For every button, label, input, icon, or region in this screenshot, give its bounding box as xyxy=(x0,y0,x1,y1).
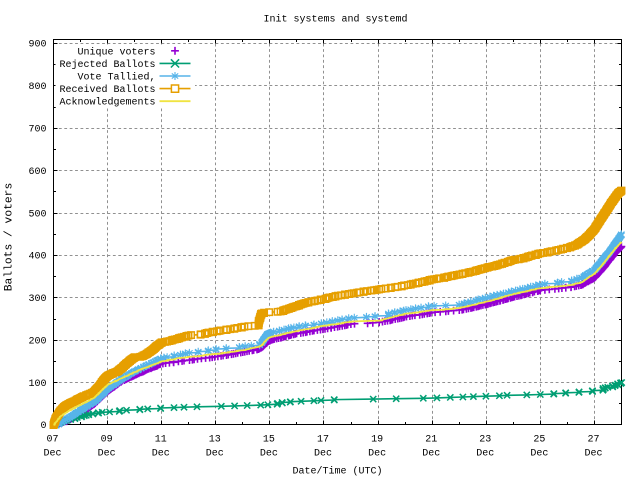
svg-text:Dec: Dec xyxy=(530,449,548,460)
svg-text:15: 15 xyxy=(263,435,275,446)
svg-text:25: 25 xyxy=(533,435,545,446)
svg-text:300: 300 xyxy=(28,294,46,305)
svg-text:900: 900 xyxy=(28,40,46,51)
svg-text:17: 17 xyxy=(317,435,329,446)
svg-text:Dec: Dec xyxy=(584,449,602,460)
svg-text:13: 13 xyxy=(209,435,221,446)
svg-text:Dec: Dec xyxy=(422,449,440,460)
svg-text:Init systems and systemd: Init systems and systemd xyxy=(263,14,407,26)
svg-text:Dec: Dec xyxy=(98,449,116,460)
svg-text:Dec: Dec xyxy=(368,449,386,460)
svg-text:11: 11 xyxy=(155,435,167,446)
svg-text:Received Ballots: Received Ballots xyxy=(59,84,155,96)
svg-text:21: 21 xyxy=(425,435,437,446)
svg-text:Dec: Dec xyxy=(206,449,224,460)
svg-text:Rejected Ballots: Rejected Ballots xyxy=(59,59,155,71)
svg-text:700: 700 xyxy=(28,125,46,136)
svg-text:Acknowledgements: Acknowledgements xyxy=(59,97,155,109)
svg-text:Ballots / voters: Ballots / voters xyxy=(4,183,16,291)
svg-text:600: 600 xyxy=(28,167,46,178)
svg-text:Dec: Dec xyxy=(43,449,61,460)
svg-text:200: 200 xyxy=(28,336,46,347)
svg-text:Dec: Dec xyxy=(314,449,332,460)
svg-text:800: 800 xyxy=(28,82,46,93)
svg-text:Dec: Dec xyxy=(476,449,494,460)
svg-text:Vote Tallied,: Vote Tallied, xyxy=(77,72,155,84)
svg-text:27: 27 xyxy=(587,435,599,446)
svg-text:500: 500 xyxy=(28,209,46,220)
svg-text:23: 23 xyxy=(479,435,491,446)
svg-text:09: 09 xyxy=(101,435,113,446)
svg-text:0: 0 xyxy=(40,421,46,432)
svg-text:07: 07 xyxy=(46,435,58,446)
svg-text:400: 400 xyxy=(28,252,46,263)
svg-text:Dec: Dec xyxy=(152,449,170,460)
svg-text:100: 100 xyxy=(28,379,46,390)
svg-text:Dec: Dec xyxy=(260,449,278,460)
svg-text:19: 19 xyxy=(371,435,383,446)
svg-text:Date/Time (UTC): Date/Time (UTC) xyxy=(292,466,382,478)
svg-text:Unique voters: Unique voters xyxy=(77,46,155,58)
